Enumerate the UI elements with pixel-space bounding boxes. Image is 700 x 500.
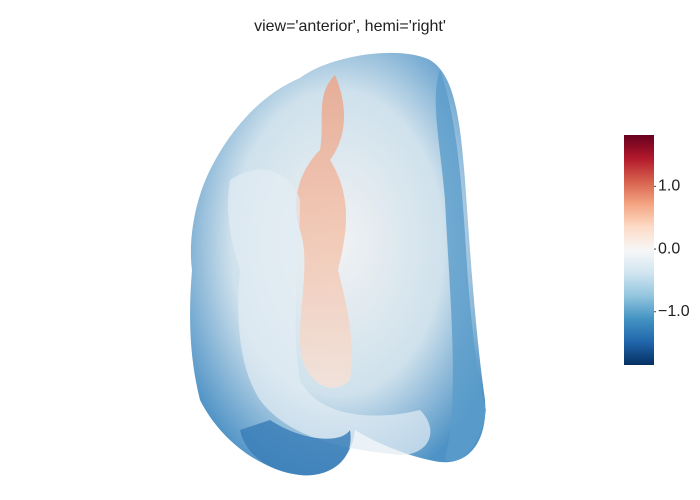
chart-title: view='anterior', hemi='right' xyxy=(254,18,446,35)
colorbar xyxy=(624,135,654,365)
brain-surface xyxy=(190,52,486,476)
colorbar-tick-label: −1.0 xyxy=(658,303,690,320)
colorbar-tick-label: 1.0 xyxy=(658,178,680,195)
colorbar-tick-label: 0.0 xyxy=(658,240,680,257)
colorbar-ticks: −1.0 0.0 1.0 xyxy=(654,178,690,320)
